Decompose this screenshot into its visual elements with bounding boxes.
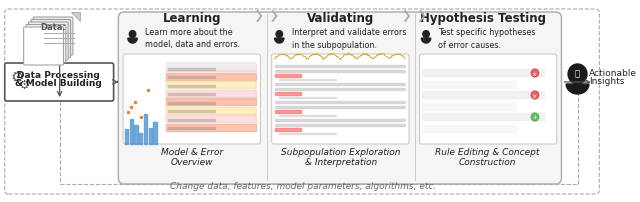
Text: Insights: Insights [589, 76, 624, 85]
Bar [275, 106, 405, 108]
Bar [275, 119, 405, 121]
Bar [275, 101, 405, 103]
Text: ⌖: ⌖ [575, 69, 580, 78]
Bar [166, 115, 255, 122]
Text: +: + [532, 115, 538, 120]
Bar [279, 79, 336, 81]
Polygon shape [566, 85, 589, 95]
Bar [166, 107, 255, 114]
FancyBboxPatch shape [419, 55, 557, 144]
Bar [275, 70, 405, 73]
Text: x: x [533, 71, 536, 76]
Polygon shape [71, 13, 79, 22]
Bar [422, 70, 545, 78]
Bar [166, 63, 255, 70]
Bar [422, 92, 545, 100]
Text: Data Processing: Data Processing [17, 70, 100, 79]
Bar [168, 77, 215, 79]
Bar [148, 128, 152, 144]
Text: Learning: Learning [163, 12, 221, 25]
Circle shape [531, 114, 539, 121]
Circle shape [531, 92, 539, 100]
Bar [168, 94, 215, 96]
Polygon shape [275, 39, 284, 44]
Bar [134, 125, 138, 144]
Text: x: x [533, 93, 536, 98]
Bar [166, 115, 255, 122]
Bar [275, 93, 301, 96]
Text: Hypothesis Testing: Hypothesis Testing [420, 12, 546, 25]
Bar [166, 73, 255, 80]
Circle shape [423, 32, 429, 38]
Text: Actionable: Actionable [589, 68, 637, 77]
FancyBboxPatch shape [33, 18, 73, 56]
Bar [168, 85, 215, 87]
Text: ⚙: ⚙ [10, 69, 24, 84]
Bar [166, 124, 255, 131]
Bar [422, 125, 517, 133]
Bar [139, 133, 143, 144]
Text: & Model Building: & Model Building [15, 78, 102, 87]
Text: Rule Editing & Concept
Construction: Rule Editing & Concept Construction [435, 147, 540, 167]
Bar [168, 102, 215, 104]
Bar [166, 65, 255, 72]
FancyBboxPatch shape [123, 55, 260, 144]
Bar [275, 110, 301, 114]
Bar [166, 82, 255, 88]
Bar [166, 73, 255, 80]
Bar [422, 114, 545, 121]
Bar [275, 65, 405, 68]
Bar [168, 68, 215, 70]
Bar [279, 115, 336, 116]
Bar [422, 103, 517, 112]
Polygon shape [128, 39, 137, 44]
Bar [279, 97, 336, 99]
Text: ⚙: ⚙ [19, 78, 30, 91]
Bar [154, 122, 157, 144]
Polygon shape [421, 39, 431, 44]
Bar [275, 75, 301, 78]
FancyBboxPatch shape [28, 23, 68, 61]
Text: Validating: Validating [307, 12, 374, 25]
Text: Model & Error
Overview: Model & Error Overview [161, 147, 223, 167]
Text: Test specific hypotheses
of error causes.: Test specific hypotheses of error causes… [438, 28, 536, 49]
Bar [125, 129, 128, 144]
Bar [144, 114, 147, 144]
FancyBboxPatch shape [26, 25, 66, 63]
Bar [275, 88, 405, 90]
Bar [166, 124, 255, 131]
Bar [279, 133, 336, 134]
Text: Interpret and validate errors
in the subpopulation.: Interpret and validate errors in the sub… [292, 28, 406, 49]
Bar [166, 82, 255, 88]
FancyBboxPatch shape [24, 28, 63, 66]
FancyBboxPatch shape [118, 13, 561, 184]
Bar [166, 107, 255, 114]
Bar [275, 124, 405, 126]
Text: Data:: Data: [40, 23, 66, 32]
FancyBboxPatch shape [31, 20, 70, 58]
Bar [130, 120, 133, 144]
Bar [275, 128, 301, 131]
Bar [422, 82, 517, 89]
Bar [168, 127, 215, 129]
Text: Change data, features, model parameters, algorithms, etc.: Change data, features, model parameters,… [170, 181, 436, 190]
Bar [166, 90, 255, 97]
Bar [275, 83, 405, 86]
Bar [166, 65, 255, 72]
Text: Subpopulation Exploration
& Interpretation: Subpopulation Exploration & Interpretati… [281, 147, 401, 167]
Circle shape [568, 65, 587, 85]
Circle shape [531, 70, 539, 78]
Bar [166, 99, 255, 105]
Circle shape [129, 32, 136, 38]
Circle shape [276, 32, 282, 38]
Bar [166, 90, 255, 97]
Bar [168, 119, 215, 121]
Bar [166, 99, 255, 105]
Text: Learn more about the
model, data and errors.: Learn more about the model, data and err… [145, 28, 240, 49]
FancyBboxPatch shape [272, 55, 409, 144]
Bar [168, 110, 215, 113]
FancyBboxPatch shape [4, 64, 114, 101]
